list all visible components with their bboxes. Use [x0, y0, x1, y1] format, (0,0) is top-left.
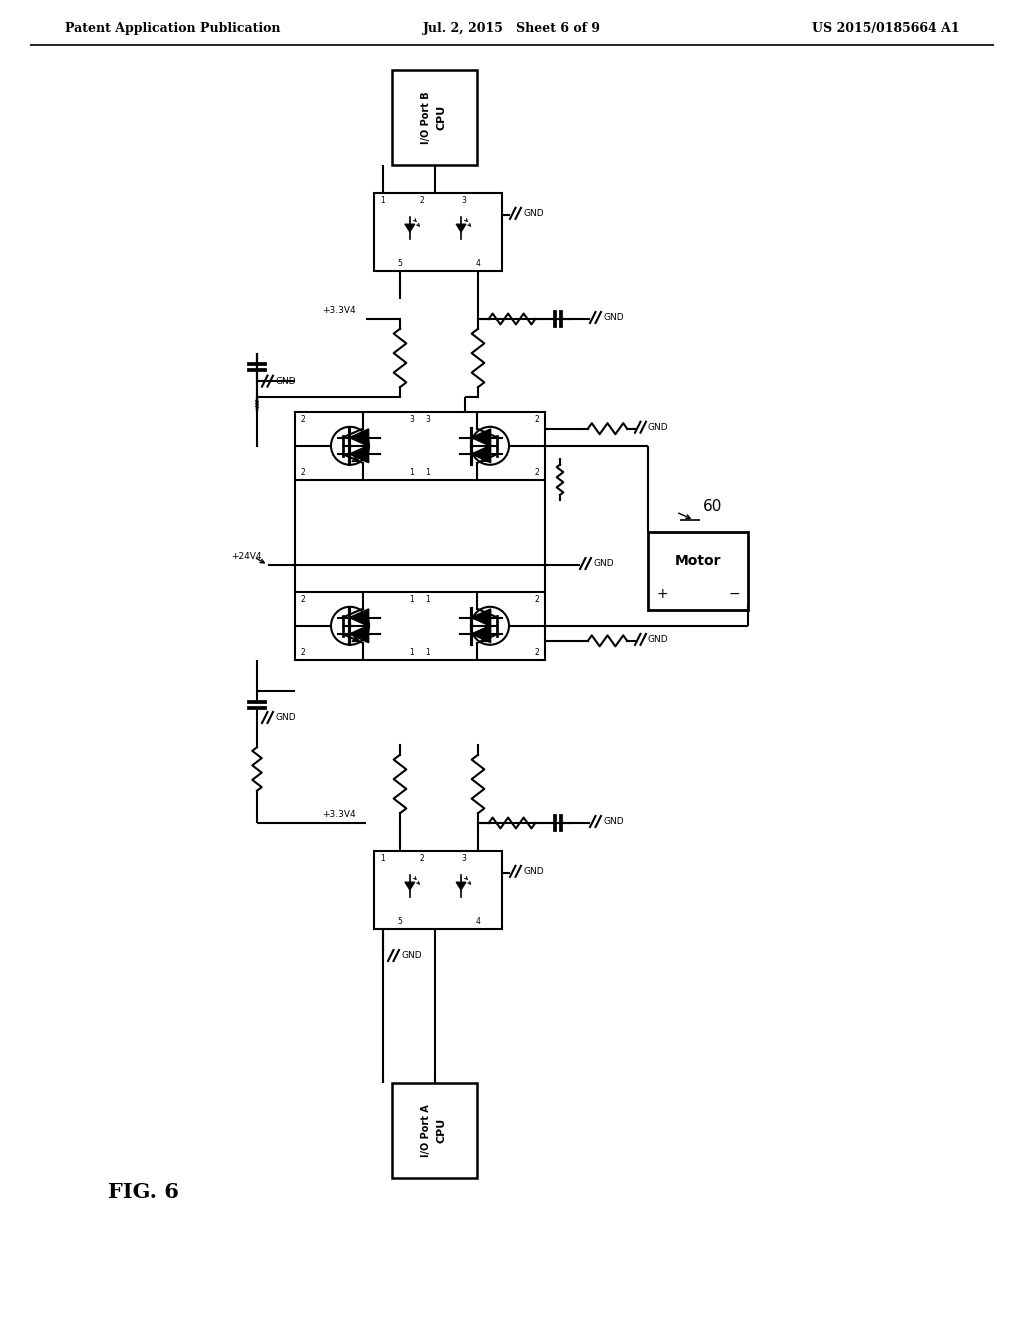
Text: 3: 3 — [462, 195, 467, 205]
Text: 2: 2 — [535, 594, 540, 603]
Polygon shape — [404, 882, 415, 890]
Text: GND: GND — [523, 867, 544, 876]
Text: 2: 2 — [535, 648, 540, 657]
Bar — [374, 851, 502, 929]
Text: −: − — [728, 587, 739, 601]
Polygon shape — [456, 882, 466, 890]
Polygon shape — [349, 445, 369, 463]
Text: GND: GND — [648, 635, 669, 644]
Text: GND: GND — [275, 714, 296, 722]
Text: I/O Port B: I/O Port B — [421, 91, 430, 144]
Text: 5: 5 — [397, 917, 402, 927]
Polygon shape — [349, 609, 369, 626]
Text: CPU: CPU — [436, 104, 446, 131]
Text: 1: 1 — [410, 648, 415, 657]
Polygon shape — [404, 224, 415, 232]
Text: 1: 1 — [410, 469, 415, 477]
Text: GND: GND — [648, 424, 669, 432]
Text: Patent Application Publication: Patent Application Publication — [65, 22, 281, 36]
Text: GND: GND — [603, 817, 624, 826]
Text: I/O Port A: I/O Port A — [421, 1104, 430, 1156]
Text: 2: 2 — [301, 594, 305, 603]
Text: 2: 2 — [301, 469, 305, 477]
Text: 1: 1 — [381, 854, 385, 863]
Text: 5: 5 — [397, 259, 402, 268]
Text: +24V4: +24V4 — [231, 552, 262, 561]
Text: 2: 2 — [420, 195, 424, 205]
Text: 60: 60 — [703, 499, 722, 513]
Polygon shape — [349, 626, 369, 643]
Bar — [374, 193, 502, 271]
Text: +3.3V4: +3.3V4 — [322, 306, 355, 315]
Polygon shape — [471, 609, 490, 626]
Bar — [648, 532, 748, 610]
Text: Motor: Motor — [675, 554, 721, 568]
Text: 2: 2 — [535, 414, 540, 424]
Text: 4: 4 — [475, 917, 480, 927]
Text: 1: 1 — [426, 648, 430, 657]
Text: 2: 2 — [301, 648, 305, 657]
Bar — [295, 412, 545, 480]
Bar — [295, 591, 545, 660]
Polygon shape — [349, 429, 369, 446]
Text: 1: 1 — [381, 195, 385, 205]
Polygon shape — [456, 224, 466, 232]
Polygon shape — [471, 429, 490, 446]
Text: +: + — [656, 587, 668, 601]
Text: 2: 2 — [420, 854, 424, 863]
Text: FIG. 6: FIG. 6 — [108, 1181, 179, 1203]
Text: 3: 3 — [426, 414, 430, 424]
Bar — [392, 70, 477, 165]
Text: GND: GND — [523, 210, 544, 218]
Text: 1: 1 — [426, 469, 430, 477]
Text: +3.3V4: +3.3V4 — [322, 810, 355, 818]
Text: CPU: CPU — [436, 1118, 446, 1143]
Text: GND: GND — [401, 952, 422, 961]
Text: 2: 2 — [535, 469, 540, 477]
Text: 1: 1 — [426, 594, 430, 603]
Polygon shape — [471, 445, 490, 463]
Text: Jul. 2, 2015   Sheet 6 of 9: Jul. 2, 2015 Sheet 6 of 9 — [423, 22, 601, 36]
Bar — [392, 1082, 477, 1177]
Text: 1: 1 — [410, 594, 415, 603]
Text: 3: 3 — [462, 854, 467, 863]
Text: 3: 3 — [410, 414, 415, 424]
Text: 2: 2 — [301, 414, 305, 424]
Polygon shape — [471, 626, 490, 643]
Text: GND: GND — [275, 378, 296, 385]
Text: 4: 4 — [475, 259, 480, 268]
Text: US 2015/0185664 A1: US 2015/0185664 A1 — [812, 22, 961, 36]
Text: GND: GND — [593, 560, 613, 569]
Text: GND: GND — [603, 314, 624, 322]
